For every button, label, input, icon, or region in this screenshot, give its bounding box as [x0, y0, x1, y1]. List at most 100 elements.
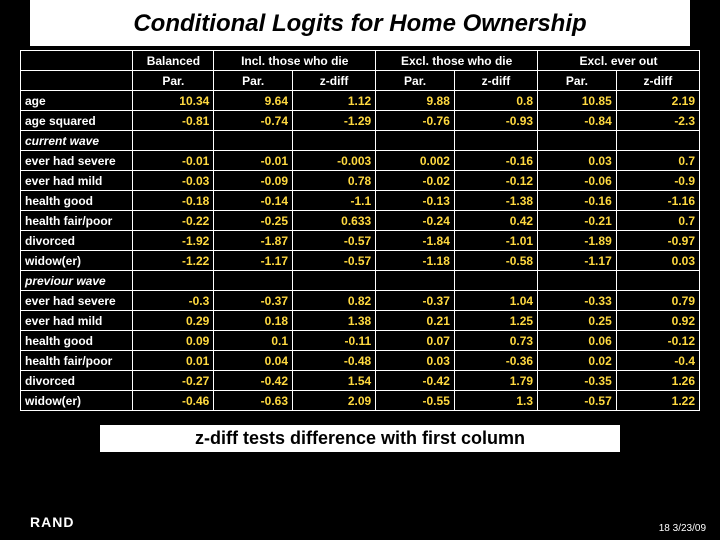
- cell-value: -0.55: [376, 391, 455, 411]
- subhead: Par.: [376, 71, 455, 91]
- cell-value: -1.87: [214, 231, 293, 251]
- cell-value: -1.29: [293, 111, 376, 131]
- table-row: widow(er)-0.46-0.632.09-0.551.3-0.571.22: [21, 391, 700, 411]
- cell-value: -0.25: [214, 211, 293, 231]
- cell-value: -0.24: [376, 211, 455, 231]
- cell-value: [616, 131, 699, 151]
- table-row: current wave: [21, 131, 700, 151]
- cell-value: -0.12: [454, 171, 537, 191]
- cell-value: -0.14: [214, 191, 293, 211]
- footer-meta: 18 3/23/09: [659, 523, 706, 534]
- col-balanced: Balanced: [133, 51, 214, 71]
- cell-value: 1.12: [293, 91, 376, 111]
- cell-value: [214, 131, 293, 151]
- cell-value: -0.13: [376, 191, 455, 211]
- table-row: divorced-1.92-1.87-0.57-1.84-1.01-1.89-0…: [21, 231, 700, 251]
- logit-table: Balanced Incl. those who die Excl. those…: [20, 50, 700, 411]
- table-row: health fair/poor0.010.04-0.480.03-0.360.…: [21, 351, 700, 371]
- header-row-1: Balanced Incl. those who die Excl. those…: [21, 51, 700, 71]
- cell-value: [454, 131, 537, 151]
- cell-value: -0.57: [293, 231, 376, 251]
- row-label: ever had mild: [21, 171, 133, 191]
- row-label: ever had severe: [21, 151, 133, 171]
- cell-value: 10.85: [538, 91, 617, 111]
- cell-value: -1.22: [133, 251, 214, 271]
- row-label: current wave: [21, 131, 133, 151]
- cell-value: [133, 131, 214, 151]
- cell-value: -0.9: [616, 171, 699, 191]
- row-label: health fair/poor: [21, 211, 133, 231]
- cell-value: [293, 131, 376, 151]
- table-row: ever had severe-0.3-0.370.82-0.371.04-0.…: [21, 291, 700, 311]
- cell-value: 0.82: [293, 291, 376, 311]
- table-row: divorced-0.27-0.421.54-0.421.79-0.351.26: [21, 371, 700, 391]
- cell-value: -1.89: [538, 231, 617, 251]
- col-excl-out: Excl. ever out: [538, 51, 700, 71]
- cell-value: 0.002: [376, 151, 455, 171]
- cell-value: 0.03: [376, 351, 455, 371]
- cell-value: -0.11: [293, 331, 376, 351]
- cell-value: -0.42: [376, 371, 455, 391]
- cell-value: 0.06: [538, 331, 617, 351]
- cell-value: 1.79: [454, 371, 537, 391]
- table-row: health good-0.18-0.14-1.1-0.13-1.38-0.16…: [21, 191, 700, 211]
- row-label: divorced: [21, 371, 133, 391]
- page-title: Conditional Logits for Home Ownership: [30, 0, 690, 46]
- header-row-2: Par. Par. z-diff Par. z-diff Par. z-diff: [21, 71, 700, 91]
- row-label: health good: [21, 191, 133, 211]
- cell-value: -0.09: [214, 171, 293, 191]
- cell-value: 0.02: [538, 351, 617, 371]
- cell-value: -1.38: [454, 191, 537, 211]
- cell-value: 0.21: [376, 311, 455, 331]
- cell-value: -0.03: [133, 171, 214, 191]
- cell-value: 0.29: [133, 311, 214, 331]
- cell-value: 1.26: [616, 371, 699, 391]
- cell-value: 2.19: [616, 91, 699, 111]
- cell-value: -0.4: [616, 351, 699, 371]
- table-row: previour wave: [21, 271, 700, 291]
- cell-value: -0.33: [538, 291, 617, 311]
- cell-value: [538, 131, 617, 151]
- cell-value: -0.003: [293, 151, 376, 171]
- cell-value: 0.8: [454, 91, 537, 111]
- cell-value: -0.63: [214, 391, 293, 411]
- cell-value: [616, 271, 699, 291]
- cell-value: -0.36: [454, 351, 537, 371]
- cell-value: 1.25: [454, 311, 537, 331]
- cell-value: -0.02: [376, 171, 455, 191]
- cell-value: 0.03: [616, 251, 699, 271]
- cell-value: -0.84: [538, 111, 617, 131]
- cell-value: 0.7: [616, 211, 699, 231]
- subhead: z-diff: [293, 71, 376, 91]
- cell-value: -0.74: [214, 111, 293, 131]
- cell-value: -0.93: [454, 111, 537, 131]
- cell-value: 1.3: [454, 391, 537, 411]
- cell-value: -0.42: [214, 371, 293, 391]
- table-row: ever had mild0.290.181.380.211.250.250.9…: [21, 311, 700, 331]
- cell-value: -0.01: [214, 151, 293, 171]
- cell-value: -0.06: [538, 171, 617, 191]
- cell-value: 9.64: [214, 91, 293, 111]
- cell-value: 0.01: [133, 351, 214, 371]
- cell-value: -0.3: [133, 291, 214, 311]
- cell-value: 0.79: [616, 291, 699, 311]
- row-label: divorced: [21, 231, 133, 251]
- cell-value: -0.18: [133, 191, 214, 211]
- cell-value: [376, 271, 455, 291]
- table-row: ever had mild-0.03-0.090.78-0.02-0.12-0.…: [21, 171, 700, 191]
- cell-value: 10.34: [133, 91, 214, 111]
- row-label: age: [21, 91, 133, 111]
- cell-value: -1.01: [454, 231, 537, 251]
- cell-value: [376, 131, 455, 151]
- cell-value: -0.48: [293, 351, 376, 371]
- cell-value: 0.633: [293, 211, 376, 231]
- row-label: widow(er): [21, 391, 133, 411]
- cell-value: 0.92: [616, 311, 699, 331]
- cell-value: -1.92: [133, 231, 214, 251]
- cell-value: 0.07: [376, 331, 455, 351]
- col-incl-die: Incl. those who die: [214, 51, 376, 71]
- cell-value: [133, 271, 214, 291]
- row-label: health fair/poor: [21, 351, 133, 371]
- cell-value: -0.57: [293, 251, 376, 271]
- table-row: ever had severe-0.01-0.01-0.0030.002-0.1…: [21, 151, 700, 171]
